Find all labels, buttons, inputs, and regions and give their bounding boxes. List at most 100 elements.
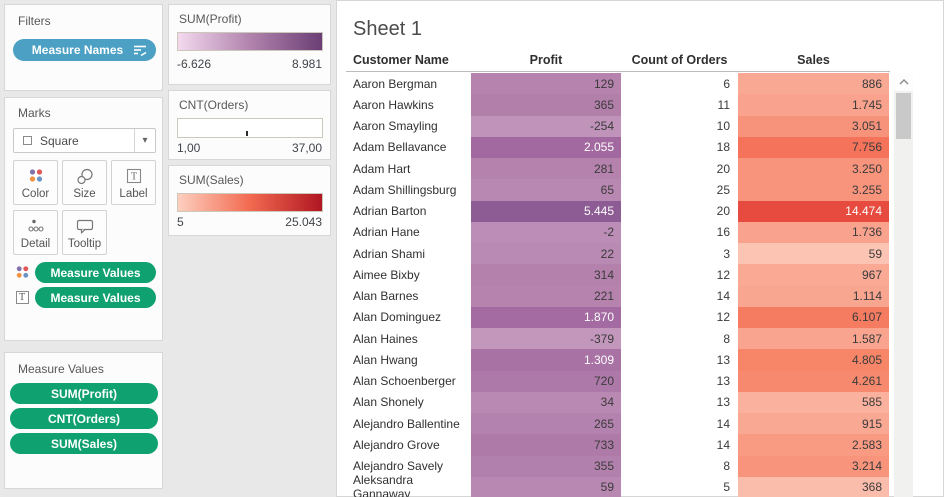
sum-profit-pill[interactable]: SUM(Profit) xyxy=(10,383,158,404)
sales-cell[interactable]: 368 xyxy=(738,476,889,497)
sales-cell[interactable]: 7.756 xyxy=(738,136,889,158)
detail-button[interactable]: Detail xyxy=(13,210,58,255)
orders-cell[interactable]: 20 xyxy=(716,204,730,219)
orders-cell[interactable]: 5 xyxy=(723,480,730,495)
customer-name-cell[interactable]: Alan Haines xyxy=(353,331,418,346)
customer-name-cell[interactable]: Adam Bellavance xyxy=(353,140,447,155)
mark-type-dropdown[interactable]: Square ▾ xyxy=(13,128,156,153)
customer-name-cell[interactable]: Alan Barnes xyxy=(353,289,419,304)
tooltip-button[interactable]: Tooltip xyxy=(62,210,107,255)
orders-cell[interactable]: 13 xyxy=(716,374,730,389)
label-button[interactable]: T Label xyxy=(111,160,156,205)
orders-cell[interactable]: 14 xyxy=(716,416,730,431)
orders-cell[interactable]: 14 xyxy=(716,437,730,452)
profit-cell[interactable]: -254 xyxy=(471,115,621,137)
profit-cell[interactable]: 720 xyxy=(471,370,621,392)
profit-cell[interactable]: 355 xyxy=(471,455,621,477)
profit-cell[interactable]: 265 xyxy=(471,413,621,435)
profit-cell[interactable]: -379 xyxy=(471,328,621,350)
profit-cell[interactable]: 2.055 xyxy=(471,136,621,158)
customer-name-cell[interactable]: Adam Shillingsburg xyxy=(353,182,457,197)
sales-cell[interactable]: 1.114 xyxy=(738,285,889,307)
orders-cell[interactable]: 14 xyxy=(716,289,730,304)
profit-cell[interactable]: 65 xyxy=(471,179,621,201)
customer-name-cell[interactable]: Adrian Barton xyxy=(353,204,427,219)
customer-name-cell[interactable]: Adrian Hane xyxy=(353,225,420,240)
sales-cell[interactable]: 585 xyxy=(738,391,889,413)
orders-cell[interactable]: 18 xyxy=(716,140,730,155)
profit-cell[interactable]: 1.870 xyxy=(471,306,621,328)
profit-cell[interactable]: 1.309 xyxy=(471,349,621,371)
scroll-up-arrow-icon[interactable] xyxy=(894,73,913,91)
customer-name-cell[interactable]: Aaron Hawkins xyxy=(353,97,434,112)
customer-name-cell[interactable]: Alejandro Ballentine xyxy=(353,416,460,431)
header-count-of-orders[interactable]: Count of Orders xyxy=(631,53,728,67)
sales-cell[interactable]: 59 xyxy=(738,243,889,265)
customer-name-cell[interactable]: Alejandro Grove xyxy=(353,437,440,452)
orders-cell[interactable]: 6 xyxy=(723,76,730,91)
sales-cell[interactable]: 6.107 xyxy=(738,306,889,328)
customer-name-cell[interactable]: Aimee Bixby xyxy=(353,267,420,282)
customer-name-cell[interactable]: Alan Hwang xyxy=(353,352,418,367)
sum-sales-pill[interactable]: SUM(Sales) xyxy=(10,433,158,454)
orders-cell[interactable]: 25 xyxy=(716,182,730,197)
profit-cell[interactable]: 59 xyxy=(471,476,621,497)
orders-cell[interactable]: 3 xyxy=(723,246,730,261)
orders-cell[interactable]: 16 xyxy=(716,225,730,240)
profit-cell[interactable]: 34 xyxy=(471,391,621,413)
cnt-orders-pill[interactable]: CNT(Orders) xyxy=(10,408,158,429)
profit-cell[interactable]: 221 xyxy=(471,285,621,307)
sales-legend-gradient-bar[interactable] xyxy=(177,193,323,212)
header-customer-name[interactable]: Customer Name xyxy=(353,53,449,67)
measure-values-color-pill[interactable]: Measure Values xyxy=(35,262,156,283)
customer-name-cell[interactable]: Aaron Smayling xyxy=(353,119,438,134)
sales-cell[interactable]: 2.583 xyxy=(738,434,889,456)
orders-cell[interactable]: 12 xyxy=(716,267,730,282)
sales-cell[interactable]: 3.051 xyxy=(738,115,889,137)
profit-cell[interactable]: 5.445 xyxy=(471,200,621,222)
orders-cell[interactable]: 13 xyxy=(716,352,730,367)
customer-name-cell[interactable]: Alan Dominguez xyxy=(353,310,442,325)
sales-cell[interactable]: 4.261 xyxy=(738,370,889,392)
orders-cell[interactable]: 8 xyxy=(723,331,730,346)
scrollbar-thumb[interactable] xyxy=(896,93,911,139)
orders-cell[interactable]: 20 xyxy=(716,161,730,176)
sales-cell[interactable]: 967 xyxy=(738,264,889,286)
profit-legend-gradient-bar[interactable] xyxy=(177,32,323,51)
measure-values-text-pill[interactable]: Measure Values xyxy=(35,287,156,308)
customer-name-cell[interactable]: Adam Hart xyxy=(353,161,411,176)
sales-cell[interactable]: 915 xyxy=(738,413,889,435)
customer-name-cell[interactable]: Alan Shonely xyxy=(353,395,424,410)
profit-cell[interactable]: 314 xyxy=(471,264,621,286)
sales-cell[interactable]: 4.805 xyxy=(738,349,889,371)
orders-cell[interactable]: 12 xyxy=(716,310,730,325)
sales-cell[interactable]: 886 xyxy=(738,73,889,95)
orders-cell[interactable]: 8 xyxy=(723,459,730,474)
sales-cell[interactable]: 1.745 xyxy=(738,94,889,116)
orders-cell[interactable]: 11 xyxy=(717,97,730,112)
sales-cell[interactable]: 14.474 xyxy=(738,200,889,222)
customer-name-cell[interactable]: Alejandro Savely xyxy=(353,459,444,474)
profit-cell[interactable]: -2 xyxy=(471,221,621,243)
vertical-scrollbar[interactable] xyxy=(894,73,913,497)
orders-cell[interactable]: 13 xyxy=(716,395,730,410)
profit-cell[interactable]: 22 xyxy=(471,243,621,265)
sales-cell[interactable]: 1.587 xyxy=(738,328,889,350)
sales-cell[interactable]: 1.736 xyxy=(738,221,889,243)
sales-cell[interactable]: 3.250 xyxy=(738,158,889,180)
chevron-down-icon[interactable]: ▾ xyxy=(134,129,155,152)
customer-name-cell[interactable]: Aaron Bergman xyxy=(353,76,438,91)
customer-name-cell[interactable]: Alan Schoenberger xyxy=(353,374,456,389)
size-button[interactable]: Size xyxy=(62,160,107,205)
profit-cell[interactable]: 733 xyxy=(471,434,621,456)
customer-name-cell[interactable]: Aleksandra Gannaway xyxy=(353,473,414,497)
profit-cell[interactable]: 281 xyxy=(471,158,621,180)
orders-cell[interactable]: 10 xyxy=(716,119,730,134)
sales-cell[interactable]: 3.214 xyxy=(738,455,889,477)
profit-cell[interactable]: 365 xyxy=(471,94,621,116)
header-sales[interactable]: Sales xyxy=(797,53,830,67)
sales-cell[interactable]: 3.255 xyxy=(738,179,889,201)
header-profit[interactable]: Profit xyxy=(529,53,563,67)
customer-name-cell[interactable]: Adrian Shami xyxy=(353,246,426,261)
measure-names-pill[interactable]: Measure Names xyxy=(13,39,156,61)
